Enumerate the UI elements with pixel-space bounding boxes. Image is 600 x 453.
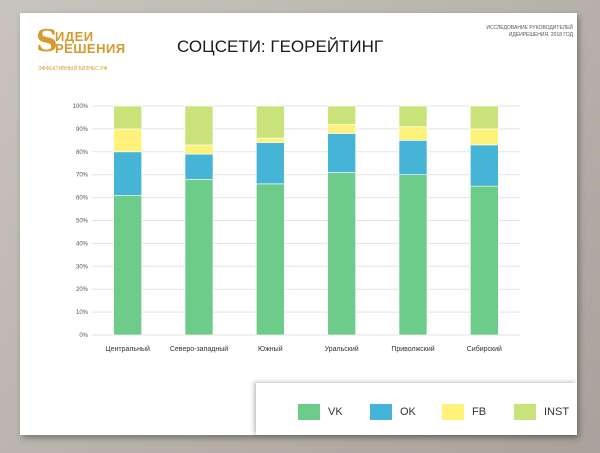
chart-legend: VK OK FB INST (256, 383, 577, 435)
legend-swatch (442, 404, 464, 420)
bar-segment-inst (327, 105, 356, 125)
legend-label: VK (328, 406, 343, 418)
y-tick-label: 10% (76, 310, 89, 316)
logo-text-line2: РЕШЕНИЯ (55, 41, 126, 56)
y-tick-label: 40% (76, 241, 89, 247)
bar-segment-inst (256, 105, 285, 139)
y-tick-label: 80% (76, 150, 89, 156)
legend-swatch (514, 404, 536, 420)
bar-segment-ok (113, 151, 142, 196)
legend-swatch (298, 404, 320, 420)
y-tick-label: 30% (76, 264, 89, 270)
legend-label: FB (472, 406, 487, 418)
bar-segment-inst (398, 105, 428, 127)
y-tick-label: 20% (76, 287, 89, 293)
bar-segment-inst (113, 105, 142, 130)
x-tick-label: Сибирский (467, 345, 502, 353)
bar-segment-vk (470, 185, 499, 336)
bar-segment-ok (470, 144, 499, 187)
logo-text-line1: ИДЕИ (55, 29, 94, 44)
x-tick-label: Северо-западный (170, 345, 228, 353)
y-tick-label: 100% (73, 104, 89, 110)
x-tick-label: Центральный (105, 345, 150, 353)
bar-segment-vk (184, 178, 214, 336)
bar-segment-ok (327, 133, 356, 173)
slide-title: СОЦСЕТИ: ГЕОРЕЙТИНГ (177, 37, 384, 56)
bar-segment-ok (184, 153, 214, 180)
y-tick-label: 60% (76, 196, 89, 202)
x-tick-label: Уральский (325, 345, 359, 353)
bar-segment-fb (184, 144, 214, 155)
bar-segment-vk (256, 183, 285, 336)
y-tick-label: 90% (76, 127, 89, 133)
stacked-bar-chart: 0% 10% 20% 30% 40% 50% 60% 70% 80% 90% 100% Централ… (73, 104, 520, 353)
bar-segment-inst (184, 105, 214, 146)
slide: S ИДЕИ РЕШЕНИЯ ЭФФЕКТИВНЫЙ БИЗНЕС.РФ СОЦ… (20, 13, 577, 435)
y-tick-label: 70% (76, 173, 89, 179)
legend-swatch (370, 404, 392, 420)
legend-label: INST (544, 406, 570, 418)
bar-segment-vk (327, 172, 356, 336)
bar-segment-fb (113, 128, 142, 153)
x-tick-label: Приволжский (391, 345, 434, 353)
bar-segment-inst (470, 105, 499, 130)
legend-label: OK (400, 406, 416, 418)
bar-segment-fb (470, 128, 499, 146)
y-tick-label: 50% (76, 219, 89, 225)
bar-segment-vk (398, 174, 428, 336)
bar-segment-ok (398, 140, 428, 175)
header-note: ИССЛЕДОВАНИЕ РУКОВОДИТЕЛЕЙ ИДЕИРЕШЕНИЯ, … (486, 25, 573, 38)
bar-segment-fb (256, 137, 285, 143)
bar-segment-fb (398, 126, 428, 141)
company-logo: S ИДЕИ РЕШЕНИЯ ЭФФЕКТИВНЫЙ БИЗНЕС.РФ (36, 27, 146, 79)
logo-tagline: ЭФФЕКТИВНЫЙ БИЗНЕС.РФ (38, 66, 108, 72)
bar-segment-fb (327, 124, 356, 134)
bar-segment-vk (113, 195, 142, 336)
y-tick-label: 0% (79, 333, 88, 339)
logo-mark: S (36, 24, 58, 59)
bar-segment-ok (256, 142, 285, 185)
x-tick-label: Южный (258, 345, 283, 353)
